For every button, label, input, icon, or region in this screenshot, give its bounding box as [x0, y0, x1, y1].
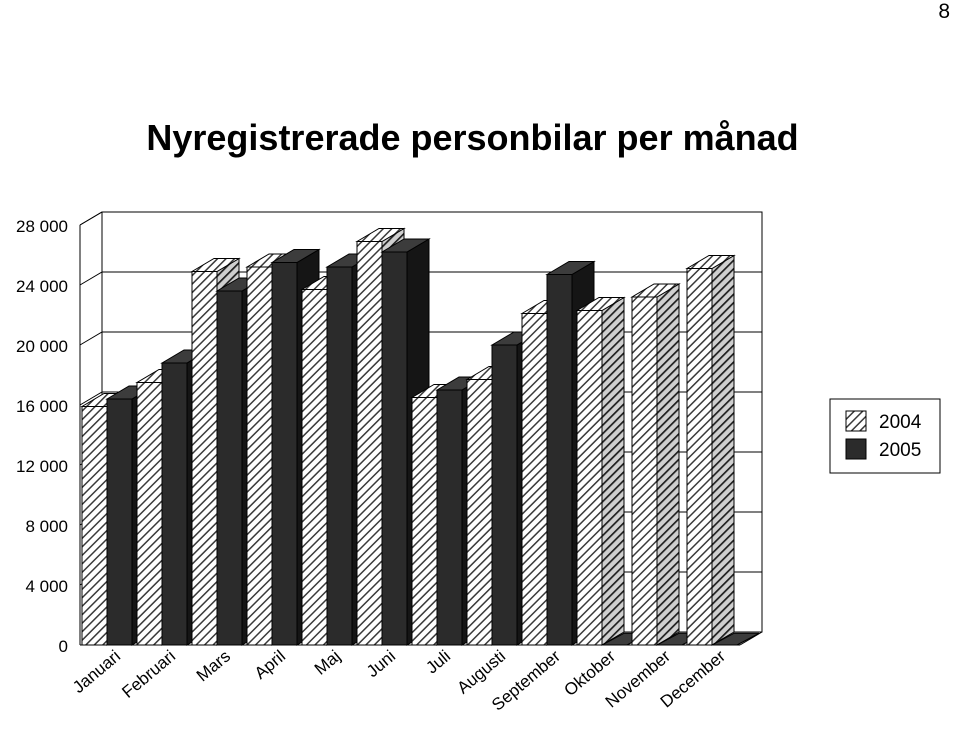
gridline [79, 271, 762, 286]
bar-side-face [656, 283, 680, 646]
x-tick-label: April [251, 647, 289, 683]
bar-front-face [546, 274, 573, 646]
bar-front-face [161, 362, 188, 646]
bar-front-face [436, 389, 463, 646]
bar-front-face [191, 271, 218, 646]
bar-front-face [106, 398, 133, 646]
x-tick-label: Juni [363, 647, 399, 682]
bar-front-face [326, 266, 353, 646]
bar-2004 [575, 296, 626, 646]
legend-label-2005: 2005 [879, 440, 921, 461]
legend-swatch-2004 [845, 410, 867, 432]
bar-front-face [381, 251, 408, 646]
bar-front-face [466, 379, 493, 646]
x-tick-label: Februari [118, 647, 179, 702]
bar-front-face [136, 382, 163, 646]
legend: 2004 2005 [829, 398, 941, 474]
bar-2004 [685, 254, 736, 646]
bar-side-face [711, 254, 735, 646]
bar-front-face [301, 289, 328, 646]
bar-front-face [271, 262, 298, 646]
chart-title: Nyregistrerade personbilar per månad [146, 117, 799, 158]
y-tick-label: 4 000 [25, 577, 68, 596]
y-tick-label: 12 000 [16, 457, 68, 476]
y-tick-label: 24 000 [16, 277, 68, 296]
y-tick-label: 8 000 [25, 517, 68, 536]
y-axis: 0 4 000 8 000 12 000 16 000 20 000 24 000 28 00… [16, 217, 68, 656]
bar-front-face [411, 397, 438, 646]
x-tick-label: Juli [422, 647, 454, 678]
bar-front-face [631, 296, 658, 646]
y-tick-label: 16 000 [16, 397, 68, 416]
y-tick-label: 28 000 [16, 217, 68, 236]
y-tick-label: 20 000 [16, 337, 68, 356]
bar-front-face [356, 241, 383, 646]
bar-front-face [576, 310, 603, 646]
bar-2004 [630, 283, 681, 646]
bar-front-face [246, 266, 273, 646]
bar-front-face [81, 406, 108, 646]
legend-label-2004: 2004 [879, 412, 922, 433]
gridline [79, 211, 762, 226]
bars [80, 227, 760, 646]
x-tick-label: Januari [69, 647, 124, 697]
y-tick-label: 0 [59, 637, 68, 656]
bar-top-face [711, 632, 760, 646]
bar-front-face [686, 268, 713, 646]
page-number: 8 [938, 0, 950, 23]
bar-front-face [491, 344, 518, 646]
bar-front-face [216, 290, 243, 646]
x-tick-label: Maj [311, 647, 344, 679]
bar-front-face [521, 313, 548, 646]
legend-box [829, 398, 941, 474]
bar-2005 [711, 632, 760, 646]
x-tick-label: Mars [193, 647, 234, 686]
legend-swatch-2005 [845, 438, 867, 460]
bar-side-face [601, 296, 625, 646]
